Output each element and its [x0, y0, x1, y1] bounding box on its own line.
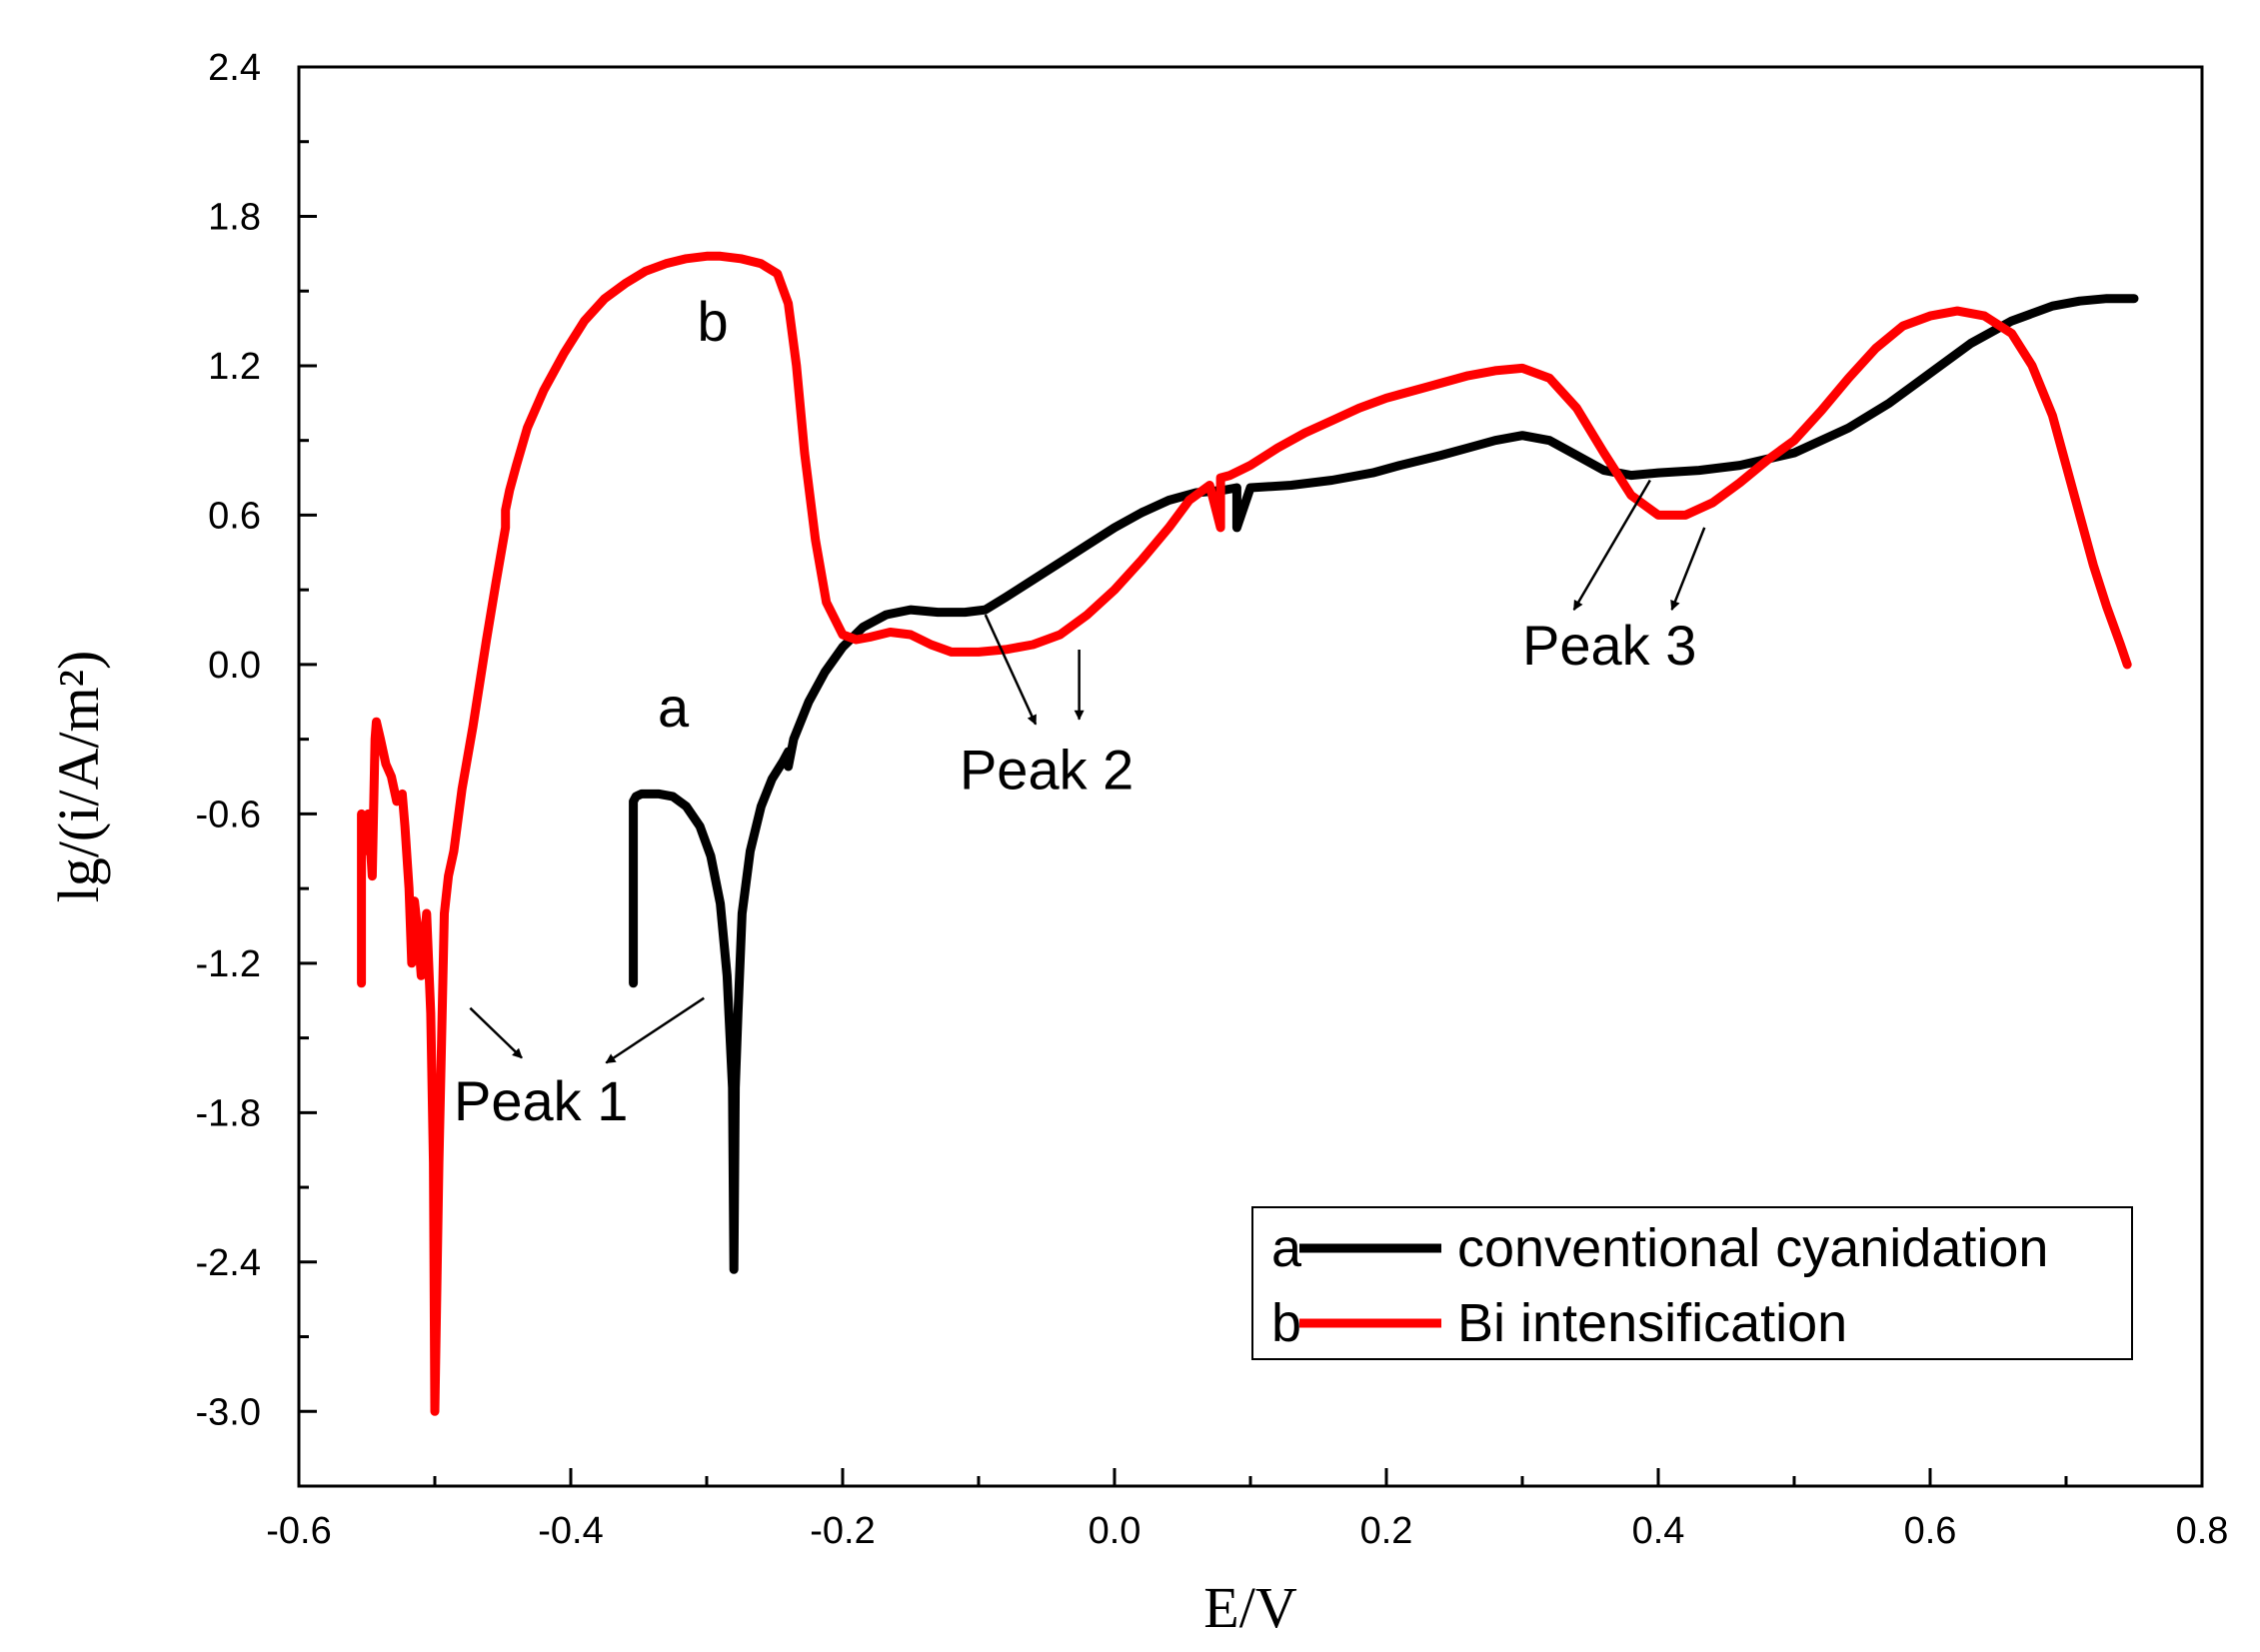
y-tick-label: 2.4 — [208, 47, 261, 89]
x-tick-label: -0.4 — [538, 1510, 603, 1552]
annotation-label: Peak 1 — [454, 1069, 628, 1132]
x-tick-label: -0.6 — [266, 1510, 331, 1552]
annotation-arrows — [469, 479, 1706, 1064]
annotation-arrow — [605, 996, 705, 1064]
legend-label-a: conventional cyanidation — [1457, 1218, 2048, 1278]
legend-key-b: b — [1271, 1293, 1301, 1353]
y-tick-label: -2.4 — [196, 1242, 261, 1284]
x-axis-ticks: -0.6 -0.4 -0.2 0.0 0.2 0.4 0.6 0.8 — [266, 1468, 2228, 1552]
annotation-labels: a b Peak 1 Peak 2 Peak 3 — [454, 290, 1696, 1132]
x-tick-label: 0.0 — [1089, 1510, 1141, 1552]
x-tick-label: 0.8 — [2176, 1510, 2229, 1552]
series-line-b — [357, 251, 2132, 1416]
legend-key-a: a — [1271, 1218, 1302, 1278]
annotation-arrow — [984, 614, 1038, 726]
legend: a conventional cyanidation b Bi intensif… — [1251, 1206, 2133, 1360]
y-tick-label: -1.2 — [196, 943, 261, 985]
x-tick-label: 0.2 — [1360, 1510, 1413, 1552]
x-tick-label: 0.6 — [1904, 1510, 1957, 1552]
y-axis-ticks: -3.0 -2.4 -1.8 -1.2 -0.6 0.0 0.6 1.2 1.8 2.4 — [196, 47, 317, 1488]
x-tick-label: -0.2 — [810, 1510, 875, 1552]
y-tick-label: 1.2 — [208, 346, 261, 388]
y-tick-label: -3.0 — [196, 1391, 261, 1433]
y-axis-title: lg/(i/A/m²) — [46, 651, 111, 903]
y-tick-label: -0.6 — [196, 794, 261, 835]
y-tick-label: 0.6 — [208, 495, 261, 537]
x-axis-title: E/V — [1203, 1575, 1297, 1640]
annotation-label: a — [658, 676, 690, 739]
series-line-a — [629, 294, 2139, 1274]
annotation-label: Peak 3 — [1522, 614, 1696, 677]
y-tick-label: -1.8 — [196, 1092, 261, 1134]
legend-box — [1251, 1206, 2133, 1360]
annotation-label: Peak 2 — [960, 738, 1133, 801]
legend-label-b: Bi intensification — [1457, 1293, 1847, 1353]
series-layer — [357, 251, 2139, 1416]
annotation-arrow — [469, 1006, 523, 1059]
annotation-arrow — [1670, 527, 1706, 612]
y-tick-label: 0.0 — [208, 645, 261, 687]
annotation-label: b — [697, 290, 728, 353]
x-tick-label: 0.4 — [1632, 1510, 1685, 1552]
annotation-arrow — [1572, 479, 1651, 611]
y-tick-label: 1.8 — [208, 196, 261, 238]
